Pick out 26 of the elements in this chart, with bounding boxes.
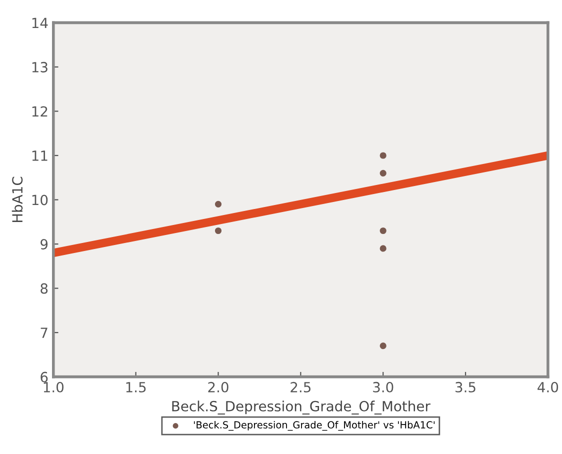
y-tick-label: 11 (32, 150, 48, 161)
point (380, 342, 386, 350)
x-tick-label: 4.0 (538, 382, 558, 392)
x-tick-label: 1.0 (44, 382, 64, 392)
point (380, 170, 386, 176)
point (380, 152, 386, 159)
y-tick-label: 14 (32, 18, 48, 28)
point (380, 245, 386, 252)
x-axis-title: Beck.S_Depression_Grade_Of_Mother (172, 400, 430, 415)
y-axis-title: HbA1C (12, 176, 23, 222)
y-tick-label: 12 (32, 106, 48, 117)
x-tick-label: 3.0 (373, 382, 394, 392)
legend-label: 'Beck.S_Depression_Grade_Of_Mother' vs 'HbA1C' (194, 420, 435, 431)
point (380, 227, 386, 234)
y-tick-label: 10 (32, 194, 48, 206)
point (214, 200, 222, 208)
y-tick-label: 9 (40, 238, 48, 250)
point (214, 227, 222, 234)
x-tick-label: 3.5 (456, 382, 476, 392)
x-tick-label: 2.0 (208, 382, 228, 392)
x-tick-label: 2.5 (290, 382, 310, 392)
y-tick-label: 8 (40, 283, 48, 294)
y-tick-label: 6 (40, 372, 48, 382)
y-tick-label: 7 (40, 328, 48, 338)
x-tick-label: 1.5 (126, 382, 146, 392)
y-tick-label: 13 (32, 62, 48, 72)
